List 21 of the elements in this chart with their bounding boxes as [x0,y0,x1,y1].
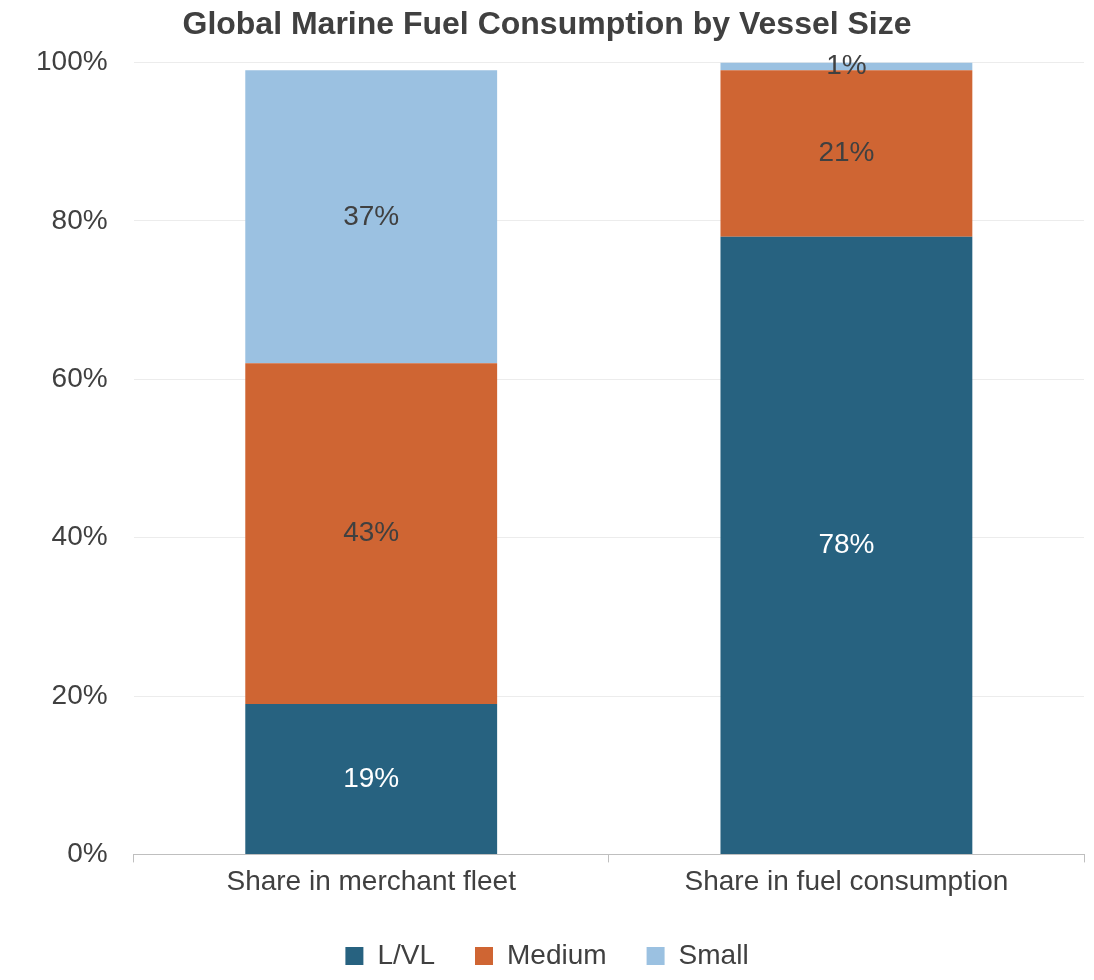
data-label: 78% [818,527,875,559]
y-tick-label: 0% [67,837,108,869]
y-tick-label: 40% [51,520,108,552]
data-label: 21% [818,136,875,168]
chart-title: Global Marine Fuel Consumption by Vessel Size [182,5,912,42]
bar [245,363,498,704]
bar [245,70,498,364]
data-label: 19% [343,761,400,793]
bar [720,236,973,854]
data-label: 43% [343,516,400,548]
x-tick-label: Share in fuel consumption [684,864,1009,896]
x-tick-label: Share in merchant fleet [226,864,517,896]
y-tick-label: 60% [51,361,108,393]
legend-label: Medium [507,938,607,970]
y-tick-label: 20% [51,678,108,710]
y-tick-label: 80% [51,203,108,235]
data-label: 37% [343,199,400,231]
bar [245,703,498,854]
legend-label: L/VL [377,938,436,970]
legend-label: Small [678,938,749,970]
y-tick-label: 100% [35,45,108,77]
